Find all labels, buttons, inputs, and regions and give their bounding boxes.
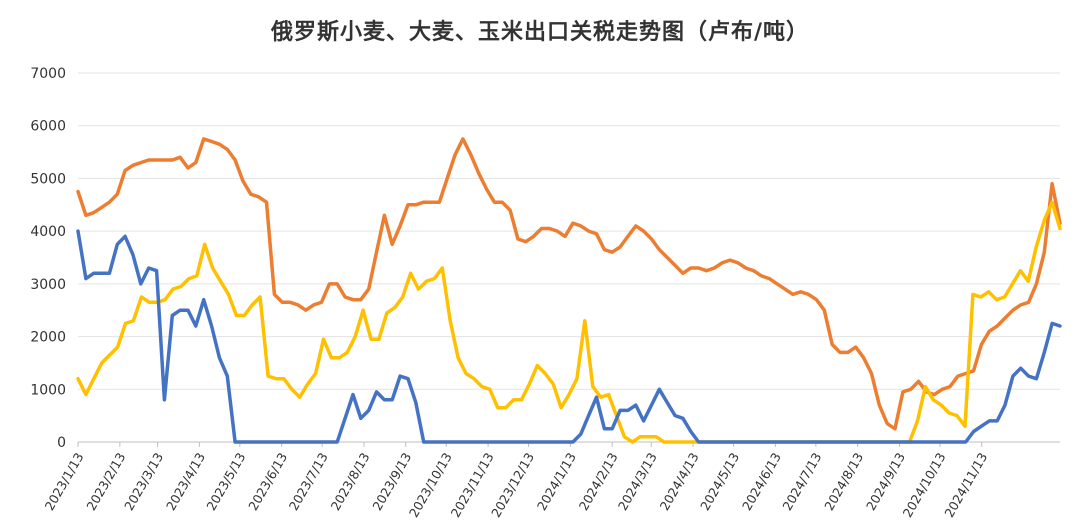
y-tick-label: 6000	[30, 119, 66, 135]
y-tick-label: 0	[57, 435, 66, 451]
series-line-0	[76, 137, 1062, 431]
x-tick-label: 2024/7/13	[779, 450, 824, 513]
x-tick-label: 2024/3/13	[615, 450, 660, 513]
x-tick-label: 2023/8/13	[328, 450, 373, 513]
x-tick-label: 2023/7/13	[286, 450, 331, 513]
x-tick-label: 2023/10/13	[406, 450, 455, 520]
y-tick-label: 2000	[30, 330, 66, 346]
y-tick-labels: 0 1000 2000 3000 4000 5000 6000 7000	[30, 66, 66, 451]
y-tick-label: 7000	[30, 66, 66, 82]
y-tick-label: 4000	[30, 224, 66, 240]
x-tick-label: 2024/11/13	[941, 450, 990, 520]
series-lines	[76, 137, 1062, 444]
y-tick-label: 1000	[30, 382, 66, 398]
x-tick-label: 2023/4/13	[163, 450, 208, 513]
x-tick-label: 2023/1/13	[42, 450, 87, 513]
series-line-2	[76, 229, 1062, 444]
x-tick-label: 2023/3/13	[121, 450, 166, 513]
x-tick-label: 2023/5/13	[203, 450, 248, 513]
series-line-1	[76, 200, 1062, 444]
x-tick-label: 2024/2/13	[576, 450, 621, 513]
x-tick-label: 2024/9/13	[863, 450, 908, 513]
x-tick-label: 2024/6/13	[739, 450, 784, 513]
x-tick-label: 2024/10/13	[900, 450, 949, 520]
x-tick-label: 2024/4/13	[657, 450, 702, 513]
x-tick-labels: 2023/1/132023/2/132023/3/132023/4/132023…	[42, 442, 990, 520]
x-tick-label: 2024/8/13	[821, 450, 866, 513]
x-tick-label: 2023/6/13	[245, 450, 290, 513]
x-tick-label: 2024/1/13	[534, 450, 579, 513]
x-tick-label: 2023/9/13	[369, 450, 414, 513]
x-tick-label: 2024/5/13	[697, 450, 742, 513]
y-tick-label: 5000	[30, 171, 66, 187]
x-tick-label: 2023/12/13	[488, 450, 537, 520]
y-tick-label: 3000	[30, 277, 66, 293]
chart-title: 俄罗斯小麦、大麦、玉米出口关税走势图（卢布/吨）	[270, 20, 810, 45]
